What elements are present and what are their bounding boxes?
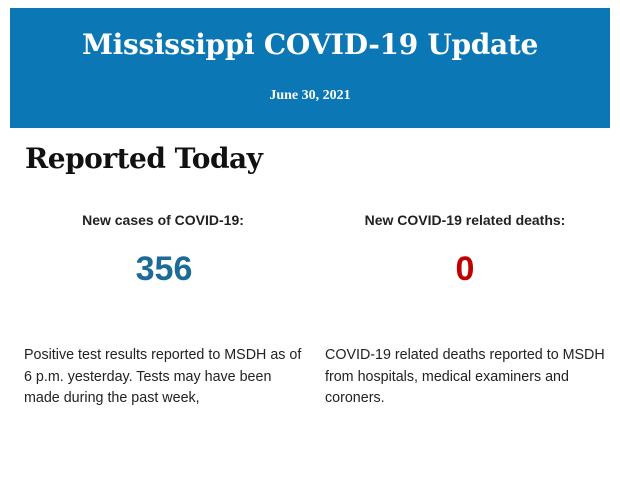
update-date: June 30, 2021 <box>269 88 351 103</box>
new-cases-description: Positive test results reported to MSDH a… <box>24 347 302 406</box>
new-deaths-value: 0 <box>455 250 475 288</box>
page-title: Mississippi COVID-19 Update <box>81 28 538 61</box>
new-cases-value: 356 <box>135 250 193 288</box>
section-heading: Reported Today <box>25 142 263 175</box>
new-cases-panel: New cases of COVID-19: 356 Positive test… <box>24 212 304 406</box>
new-cases-label: New cases of COVID-19: <box>82 212 244 228</box>
new-deaths-description: COVID-19 related deaths reported to MSDH… <box>325 347 605 406</box>
header-banner: Mississippi COVID-19 Update June 30, 202… <box>10 8 610 128</box>
new-deaths-panel: New COVID-19 related deaths: 0 COVID-19 … <box>325 212 605 406</box>
new-deaths-label: New COVID-19 related deaths: <box>364 212 566 228</box>
